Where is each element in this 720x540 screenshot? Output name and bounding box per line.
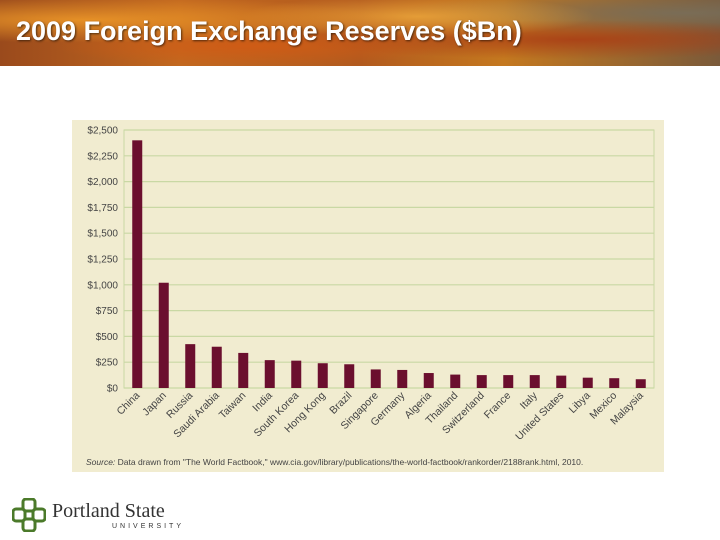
- x-tick-label: United States: [513, 390, 566, 443]
- y-tick-label: $2,250: [87, 151, 118, 162]
- y-tick-label: $2,500: [87, 126, 118, 137]
- bar: [211, 346, 222, 388]
- logo-name: Portland State: [52, 500, 165, 522]
- y-tick-label: $750: [96, 306, 119, 317]
- y-tick-label: $500: [96, 332, 119, 343]
- chart-source: Source: Data drawn from "The World Factb…: [86, 457, 583, 467]
- bar: [370, 369, 381, 388]
- bar: [317, 363, 328, 388]
- bar: [529, 375, 540, 388]
- bar: [158, 282, 169, 388]
- bar: [185, 344, 196, 388]
- bar-chart: $0 $250 $500 $750 $1,000 $1,250 $1,500 $1,750 $2…: [87, 126, 655, 443]
- bar: [635, 379, 646, 388]
- y-tick-label: $1,000: [87, 280, 118, 291]
- bar: [609, 378, 620, 388]
- y-tick-label: $1,250: [87, 255, 118, 266]
- logo-subtitle: UNIVERSITY: [112, 523, 185, 530]
- source-text: Data drawn from "The World Factbook," ww…: [117, 457, 584, 467]
- y-tick-label: $1,500: [87, 229, 118, 240]
- chart-panel: $0 $250 $500 $750 $1,000 $1,250 $1,500 $1,750 $2…: [72, 120, 664, 472]
- x-tick-label: Italy: [518, 389, 541, 412]
- bar: [238, 352, 249, 388]
- bar: [450, 374, 461, 388]
- bar: [582, 377, 593, 388]
- university-logo: Portland State UNIVERSITY: [12, 496, 212, 536]
- x-tick-label: France: [482, 390, 514, 422]
- bar: [423, 373, 434, 388]
- y-tick-label: $250: [96, 358, 119, 369]
- y-tick-label: $0: [107, 384, 119, 395]
- x-tick-label: China: [114, 390, 142, 418]
- header-banner: 2009 Foreign Exchange Reserves ($Bn): [0, 0, 720, 66]
- bar: [397, 369, 408, 388]
- bar: [264, 360, 275, 388]
- x-tick-label: Taiwan: [217, 390, 249, 422]
- y-tick-label: $1,750: [87, 203, 118, 214]
- slide-title: 2009 Foreign Exchange Reserves ($Bn): [16, 16, 522, 46]
- source-label: Source:: [86, 457, 116, 467]
- bar: [291, 360, 302, 388]
- psu-logo-icon: [12, 498, 46, 532]
- bar: [344, 364, 355, 388]
- bar: [503, 375, 514, 388]
- y-tick-label: $2,000: [87, 177, 118, 188]
- bar: [556, 375, 567, 388]
- bar: [476, 375, 487, 388]
- bar: [132, 140, 143, 388]
